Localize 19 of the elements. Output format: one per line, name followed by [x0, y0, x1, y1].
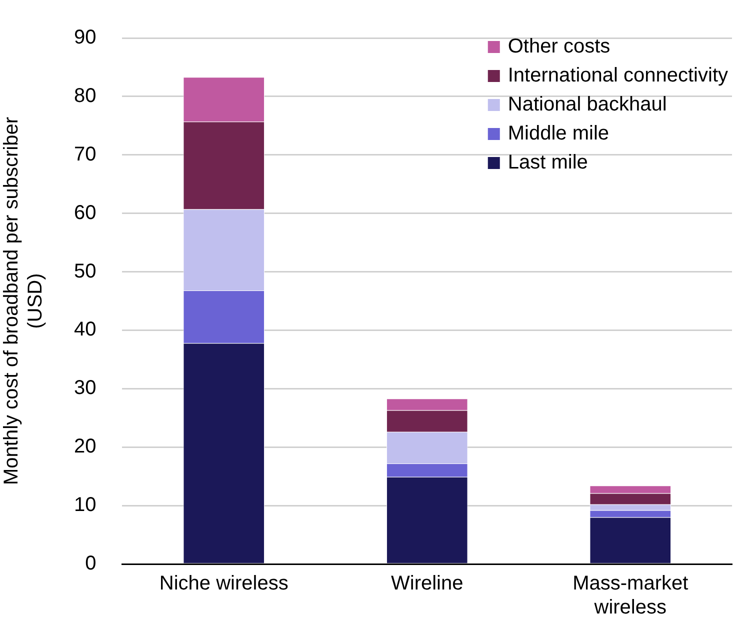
y-tick-label: 50 — [74, 260, 96, 282]
legend-label: Other costs — [508, 36, 610, 58]
y-tick-label: 70 — [74, 143, 96, 166]
y-axis-title: Monthly cost of broadband per subscriber (USD) — [0, 116, 47, 485]
y-tick-label: 20 — [74, 436, 96, 458]
x-tick-label: Wireline — [391, 572, 464, 595]
legend-label: Last mile — [508, 152, 588, 174]
x-tick-label: Niche wireless — [159, 572, 288, 595]
legend-label: National backhaul — [508, 94, 667, 116]
y-tick-label: 90 — [74, 26, 96, 49]
y-tick-label: 0 — [85, 552, 96, 575]
y-tick-label: 80 — [74, 84, 96, 107]
y-tick-label: 40 — [74, 318, 96, 341]
x-tick-label: Mass-market wireless — [572, 572, 689, 619]
legend-label: Middle mile — [508, 122, 610, 145]
legend-label: International connectivity — [508, 64, 728, 87]
y-tick-label: 30 — [74, 377, 96, 400]
y-tick-label: 60 — [74, 202, 96, 224]
y-tick-label: 10 — [74, 494, 96, 516]
